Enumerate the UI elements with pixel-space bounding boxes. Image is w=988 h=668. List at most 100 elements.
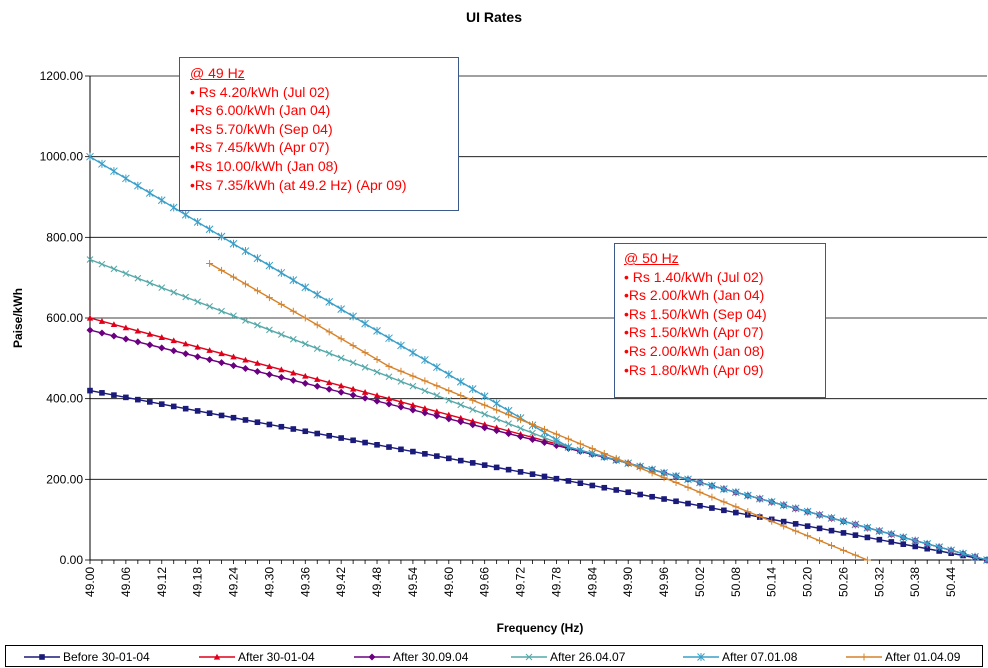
- x-tick-label: 50.32: [872, 567, 886, 597]
- data-point: [182, 405, 189, 412]
- legend-swatch: [511, 653, 547, 661]
- data-point: [242, 417, 249, 423]
- data-point: [505, 420, 512, 427]
- y-tick-label: 1200.00: [40, 69, 84, 83]
- data-point: [684, 483, 692, 491]
- data-point: [122, 335, 130, 343]
- data-point: [349, 359, 357, 367]
- data-point: [133, 181, 142, 190]
- data-point: [924, 545, 930, 552]
- data-point: [601, 484, 608, 491]
- data-point: [337, 305, 346, 314]
- data-point: [469, 406, 477, 413]
- data-point: [912, 543, 919, 550]
- data-point: [577, 480, 584, 487]
- x-tick-label: 49.42: [334, 567, 348, 597]
- data-point: [660, 474, 668, 482]
- data-point: [863, 556, 871, 564]
- data-point: [768, 517, 776, 525]
- data-point: [696, 488, 704, 496]
- data-point: [205, 225, 214, 234]
- data-point: [935, 543, 944, 552]
- data-point: [206, 303, 213, 310]
- data-point: [301, 314, 309, 322]
- data-point: [625, 489, 631, 496]
- data-point: [637, 491, 643, 498]
- data-point: [326, 432, 332, 439]
- x-tick-label: 49.18: [191, 567, 205, 597]
- data-point: [649, 493, 655, 500]
- data-point: [337, 335, 345, 343]
- data-point: [828, 541, 836, 549]
- data-point: [672, 479, 680, 487]
- legend-item: After 07.01.08: [683, 649, 797, 665]
- data-point: [876, 536, 883, 543]
- data-point: [421, 355, 429, 364]
- legend-marker: [860, 653, 868, 661]
- x-tick-label: 49.96: [657, 567, 671, 597]
- data-point: [325, 328, 333, 336]
- data-point: [779, 501, 788, 510]
- data-point: [254, 321, 261, 329]
- data-point: [469, 418, 476, 424]
- data-point: [720, 498, 728, 506]
- data-point: [445, 396, 453, 404]
- data-point: [170, 403, 177, 410]
- legend-marker: [368, 653, 376, 661]
- data-point: [277, 373, 285, 381]
- data-point: [206, 347, 213, 353]
- data-point: [828, 527, 835, 534]
- data-point: [361, 364, 369, 371]
- series-line: [89, 389, 988, 561]
- data-point: [409, 401, 417, 408]
- data-point: [887, 530, 896, 539]
- data-point: [445, 411, 452, 418]
- data-point: [313, 321, 321, 329]
- data-point: [111, 392, 117, 398]
- data-point: [697, 502, 703, 509]
- data-point: [720, 485, 728, 494]
- legend-marker: [697, 653, 705, 661]
- data-point: [613, 487, 620, 493]
- x-tick-label: 49.84: [585, 567, 599, 597]
- data-point: [661, 496, 667, 502]
- series-1: [87, 387, 988, 563]
- data-point: [86, 314, 94, 321]
- data-point: [792, 521, 799, 527]
- data-point: [182, 340, 189, 347]
- annotation-50hz-line: •Rs 1.50/kWh (Apr 07): [624, 324, 764, 341]
- data-point: [314, 376, 321, 382]
- data-point: [481, 462, 488, 468]
- data-point: [576, 440, 584, 448]
- annotation-49hz-title: @ 49 Hz: [190, 65, 245, 81]
- data-point: [98, 159, 106, 168]
- data-point: [517, 424, 524, 432]
- data-point: [565, 478, 572, 484]
- legend-label: After 30.09.04: [393, 650, 469, 664]
- x-tick-label: 50.14: [765, 567, 779, 597]
- data-point: [493, 406, 501, 414]
- data-point: [553, 475, 560, 482]
- data-point: [278, 366, 285, 373]
- x-tick-label: 49.00: [83, 567, 97, 597]
- legend-item: Before 30-01-04: [24, 649, 150, 665]
- data-point: [875, 526, 884, 535]
- data-point: [122, 324, 130, 331]
- data-point: [265, 294, 273, 302]
- x-tick-label: 49.72: [514, 567, 528, 597]
- data-point: [170, 347, 178, 355]
- data-point: [529, 436, 537, 444]
- data-point: [923, 539, 932, 548]
- data-point: [446, 455, 452, 462]
- legend-item: After 26.04.07: [511, 649, 625, 665]
- annotation-49hz-line: • Rs 4.20/kWh (Jul 02): [190, 83, 330, 100]
- annotation-49hz-line: •Rs 7.35/kWh (at 49.2 Hz) (Apr 09): [190, 176, 407, 193]
- data-point: [193, 218, 202, 227]
- data-point: [457, 457, 464, 464]
- data-point: [253, 287, 261, 295]
- data-point: [672, 472, 680, 481]
- data-point: [469, 396, 477, 404]
- data-point: [983, 556, 988, 564]
- data-point: [803, 507, 812, 516]
- legend-item: After 30.09.04: [354, 649, 468, 665]
